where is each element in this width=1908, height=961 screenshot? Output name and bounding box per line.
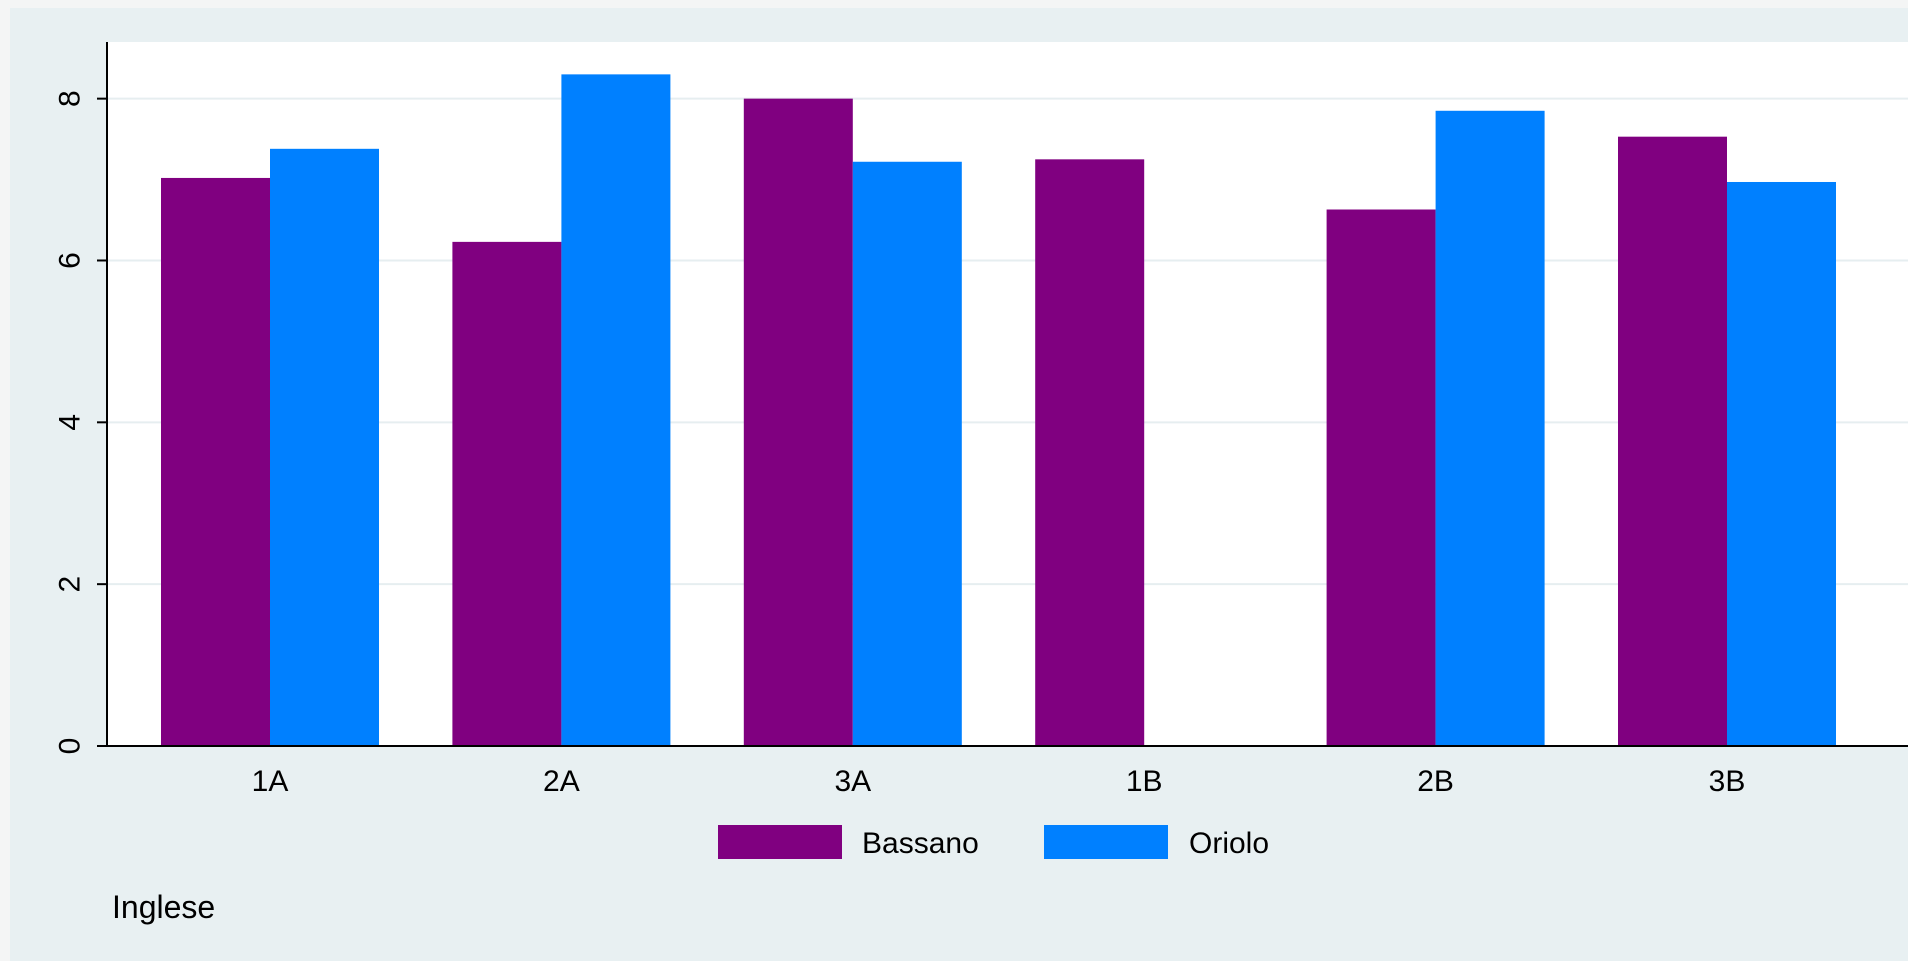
y-tick-label: 2 <box>54 576 87 593</box>
bar-bassano-1b <box>1035 159 1145 747</box>
x-axis-labels: 1A 2A 3A 1B 2B 3B <box>252 765 1746 798</box>
bar-oriolo-2b <box>1435 110 1545 746</box>
graph-note: Inglese <box>112 889 215 925</box>
bar-oriolo-2a <box>561 74 671 747</box>
bar-oriolo-3b <box>1727 181 1836 747</box>
bar-bassano-2a <box>452 241 562 746</box>
legend: Bassano Oriolo <box>718 825 1269 860</box>
legend-label-bassano: Bassano <box>862 827 979 860</box>
x-category-label: 1A <box>252 765 289 798</box>
x-category-label: 3A <box>834 765 871 798</box>
bars <box>161 74 1836 747</box>
y-tick-label: 8 <box>54 90 87 107</box>
legend-swatch-oriolo <box>1044 825 1168 859</box>
y-tick-label: 4 <box>54 414 87 431</box>
gridlines <box>107 97 1908 586</box>
y-tick-label: 6 <box>54 252 87 269</box>
bar-bassano-1a <box>161 177 270 746</box>
bar-oriolo-1a <box>270 148 379 747</box>
plot-area <box>107 42 1908 746</box>
x-category-label: 3B <box>1709 765 1746 798</box>
legend-swatch-bassano <box>718 825 842 859</box>
bar-oriolo-3a <box>852 161 962 746</box>
y-axis-ticks: 0 2 4 6 8 <box>54 90 107 755</box>
y-tick-label: 0 <box>54 738 87 755</box>
x-category-label: 1B <box>1126 765 1163 798</box>
bar-bassano-2b <box>1326 209 1436 747</box>
x-category-label: 2B <box>1417 765 1454 798</box>
bar-bassano-3a <box>743 98 853 746</box>
x-category-label: 2A <box>543 765 580 798</box>
legend-label-oriolo: Oriolo <box>1189 827 1269 860</box>
bar-bassano-3b <box>1618 136 1727 747</box>
